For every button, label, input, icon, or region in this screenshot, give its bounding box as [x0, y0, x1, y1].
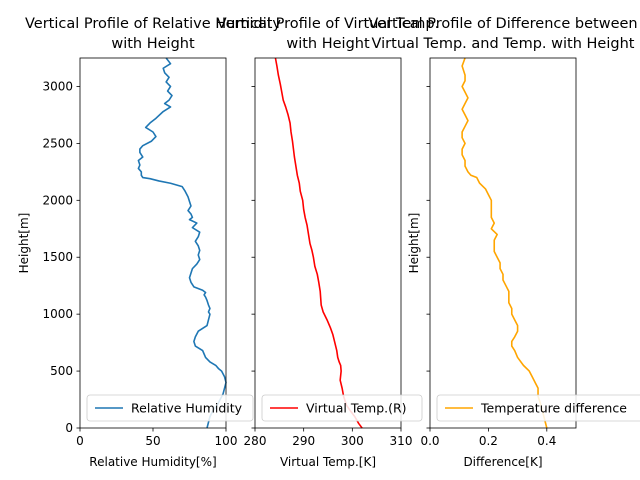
y-axis-label: Height[m]: [17, 213, 31, 274]
x-tick-label: 100: [215, 434, 238, 448]
y-tick-label: 2500: [42, 136, 73, 150]
legend-box: [261, 394, 423, 422]
x-tick-label: 0.2: [479, 434, 498, 448]
chart-panel-3: 0.0 0.2 0.4 Difference[K] Height[m] Vertical …: [368, 16, 640, 469]
x-tick-label: 280: [244, 434, 267, 448]
chart-title-line: Virtual Temp. and Temp. with Height: [372, 36, 635, 52]
x-axis-label: Relative Humidity[%]: [89, 455, 216, 469]
y-tick-label: 2000: [42, 193, 73, 207]
series-line-3-1: [461, 57, 548, 429]
chart-title-line: Vertical Profile of Difference between: [368, 16, 637, 32]
legend-box: [436, 394, 640, 422]
x-axis-label: Difference[K]: [463, 455, 542, 469]
x-tick-label: 0.4: [537, 434, 556, 448]
legend-label: Relative Humidity: [131, 401, 243, 416]
x-tick-label: 290: [292, 434, 315, 448]
y-axis-label: Height[m]: [407, 213, 421, 274]
legend: Relative Humidity: [86, 394, 254, 422]
x-tick-label: 300: [341, 434, 364, 448]
series-line-2-1: [274, 57, 363, 429]
chart-title-line: with Height: [111, 36, 195, 52]
x-tick-label: 50: [145, 434, 160, 448]
axes-frame: [429, 57, 577, 429]
y-tick-label: 500: [50, 364, 73, 378]
x-tick-label: 0.0: [420, 434, 439, 448]
legend-label: Virtual Temp.(R): [306, 401, 407, 416]
y-tick-label: 0: [65, 421, 73, 435]
x-tick-label: 310: [390, 434, 413, 448]
x-tick-label: 0: [76, 434, 84, 448]
legend: Virtual Temp.(R): [261, 394, 423, 422]
legend: Temperature difference: [436, 394, 640, 422]
legend-box: [86, 394, 254, 422]
series-line-1-1: [137, 57, 227, 429]
y-tick-label: 1000: [42, 307, 73, 321]
legend-label: Temperature difference: [480, 401, 627, 416]
axes-frame: [254, 57, 402, 429]
x-axis-label: Virtual Temp.[K]: [280, 455, 376, 469]
y-tick-label: 1500: [42, 250, 73, 264]
chart-title-line: Vertical Profile of Virtual Temp.: [217, 16, 439, 32]
y-tick-label: 3000: [42, 79, 73, 93]
chart-panel-2: 280 290 300 310 Virtual Temp.[K] Vertical Pro…: [217, 16, 439, 469]
chart-title-line: with Height: [286, 36, 370, 52]
chart-title-line: Vertical Profile of Relative Humidity: [25, 16, 281, 32]
